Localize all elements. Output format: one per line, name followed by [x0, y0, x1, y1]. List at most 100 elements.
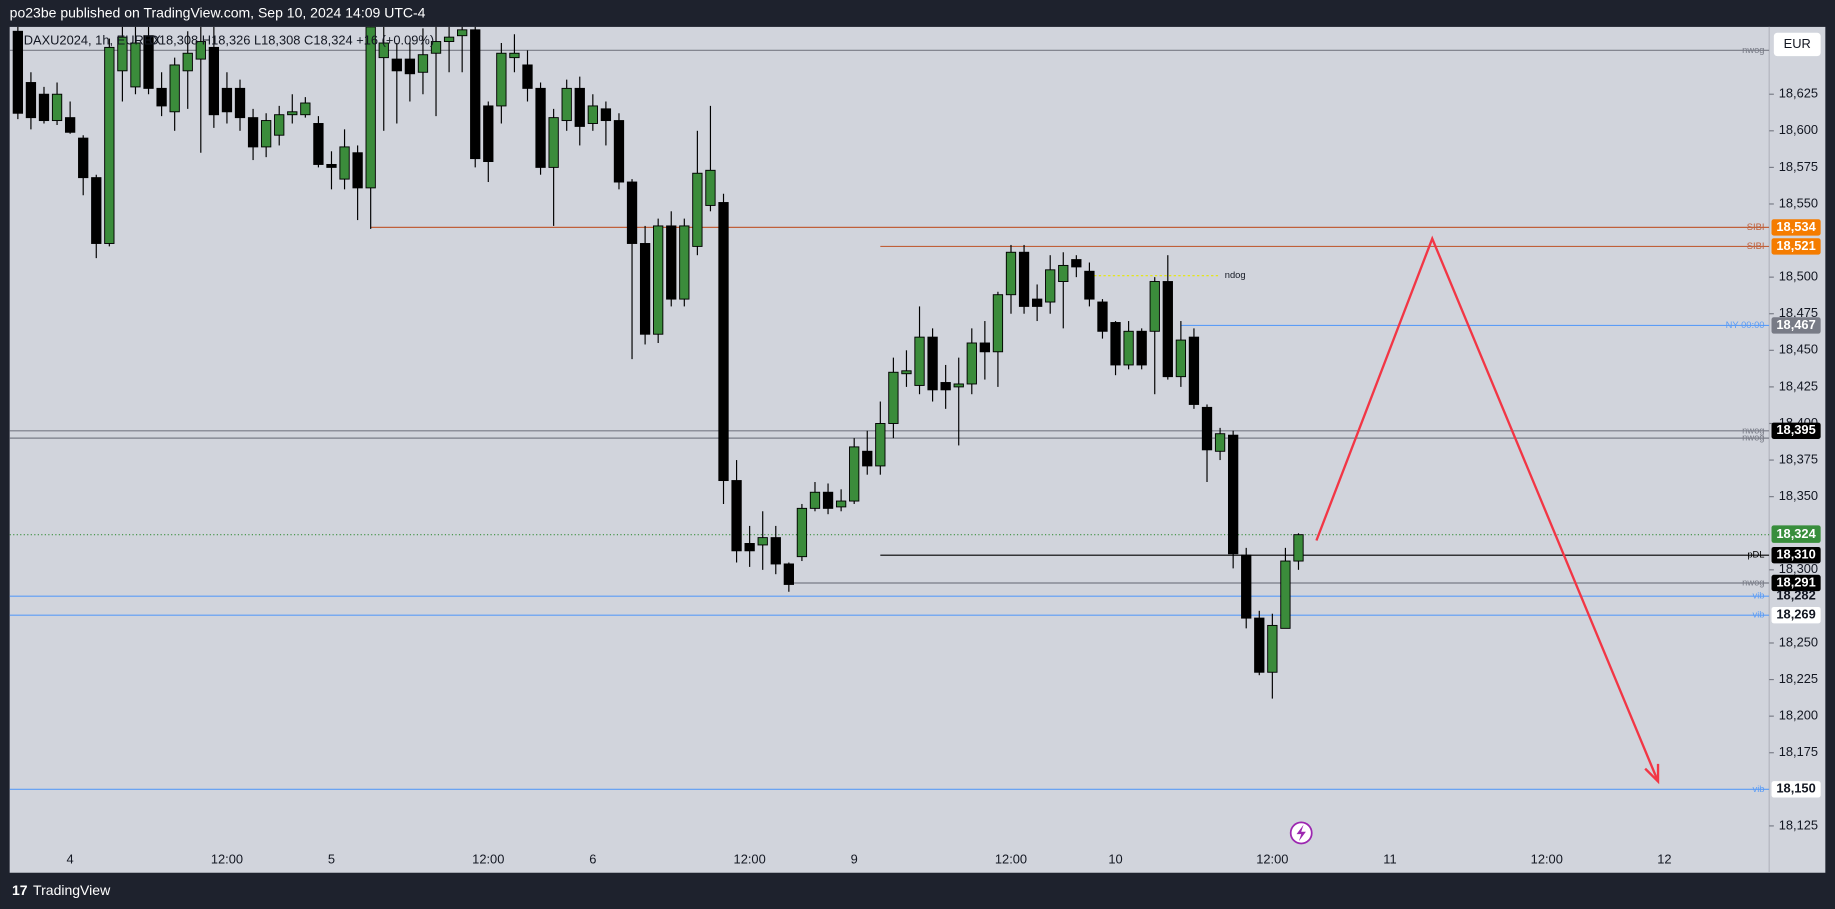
y-tick-label: 18,350 — [1779, 488, 1818, 503]
candle-body — [104, 46, 115, 244]
candle-body — [796, 507, 808, 558]
candle-body — [744, 543, 755, 552]
candle-body — [849, 446, 860, 502]
candle-body — [600, 108, 612, 122]
x-tick-label: 4 — [67, 851, 74, 866]
price-box — [1771, 238, 1821, 255]
candle-body — [496, 52, 507, 107]
x-tick-label: 12:00 — [472, 851, 504, 866]
candle-body — [783, 563, 794, 585]
x-tick-label: 12:00 — [995, 851, 1027, 866]
candle-body — [992, 294, 1004, 353]
symbol-label: DAXU2024, 1h, EUREX — [24, 32, 162, 47]
currency-button[interactable] — [1773, 32, 1821, 57]
price-box-label: 18,291 — [1776, 574, 1815, 589]
x-tick-label: 12:00 — [734, 851, 766, 866]
x-tick-label: 10 — [1108, 851, 1122, 866]
candle-body — [247, 117, 259, 148]
candle-body — [1149, 281, 1160, 332]
price-box-label: 18,534 — [1776, 219, 1816, 234]
candle-body — [391, 58, 402, 72]
y-tick-label: 18,600 — [1779, 122, 1818, 137]
price-box — [1771, 317, 1821, 334]
level-label: SIBI — [1747, 241, 1765, 251]
candle-body — [927, 336, 938, 391]
x-tick-label: 11 — [1383, 851, 1396, 866]
level-label: nwog — [1742, 45, 1764, 55]
candle-body — [1097, 301, 1108, 332]
price-box-label: 18,310 — [1776, 547, 1815, 562]
candle-body — [234, 87, 246, 119]
level-label: pDL — [1747, 550, 1764, 560]
candle-body — [901, 370, 912, 375]
event-icon-bolt — [1296, 824, 1306, 842]
candle-body — [548, 117, 559, 168]
price-box — [1771, 574, 1821, 592]
price-box-label: 18,521 — [1776, 238, 1815, 253]
candle-body — [117, 36, 128, 72]
x-tick-label: 6 — [589, 851, 596, 866]
candle-body — [430, 41, 442, 54]
candle-body — [966, 342, 977, 385]
level-label: nwog — [1742, 425, 1764, 435]
candle-body — [574, 87, 585, 127]
level-label: vib — [1753, 610, 1765, 620]
candle-body — [378, 42, 389, 59]
candle-body — [38, 93, 50, 122]
candle-body — [91, 177, 102, 244]
candle-body — [1175, 339, 1187, 378]
candle-body — [888, 371, 899, 424]
candle-body — [1031, 298, 1043, 307]
candle-body — [208, 46, 220, 116]
level-label: nwog — [1742, 577, 1764, 587]
candle-body — [51, 93, 63, 122]
candle-body — [757, 537, 768, 546]
y-tick-label: 18,375 — [1779, 451, 1818, 466]
candle-body — [313, 123, 324, 165]
x-tick-label: 12:00 — [211, 851, 243, 866]
candle-body — [417, 54, 429, 73]
candle-body — [1254, 617, 1265, 673]
y-tick-label: 18,550 — [1779, 195, 1818, 210]
y-tick-label: 18,575 — [1779, 159, 1818, 174]
candle-body — [1005, 251, 1017, 296]
candle-body — [143, 35, 154, 89]
candle-body — [443, 36, 455, 43]
y-tick-label: 18,200 — [1779, 708, 1818, 723]
candle-body — [470, 29, 481, 160]
level-label: vib — [1753, 591, 1765, 601]
ohlc-label: O18,308 H18,326 L18,308 C18,324 +16 (+0.… — [149, 32, 434, 47]
candle-body — [1293, 534, 1304, 562]
candle-body — [822, 491, 834, 509]
candle-body — [666, 225, 677, 300]
candle-body — [587, 105, 598, 124]
y-tick-label: 18,175 — [1779, 744, 1818, 759]
price-box — [1771, 219, 1821, 236]
candle-body — [1227, 434, 1239, 555]
price-box — [1771, 525, 1821, 543]
y-tick-label: 18,225 — [1779, 671, 1818, 686]
price-box — [1771, 781, 1821, 798]
candle-body — [561, 87, 572, 122]
candle-body — [221, 87, 233, 113]
candle-body — [1084, 270, 1095, 300]
candle-body — [1214, 433, 1226, 452]
candle-body — [1018, 251, 1030, 307]
candle-body — [130, 42, 141, 88]
candle-body — [326, 163, 337, 168]
price-box-label: 18,324 — [1776, 526, 1816, 541]
candle-body — [875, 423, 886, 467]
price-box — [1771, 422, 1821, 439]
candle-body — [404, 58, 416, 75]
candle-body — [169, 64, 180, 113]
price-box-label: 18,395 — [1776, 422, 1815, 437]
candle-body — [731, 480, 742, 552]
candle-body — [1162, 281, 1173, 378]
y-tick-label: 18,125 — [1779, 817, 1818, 832]
y-tick-label: 18,450 — [1779, 342, 1818, 357]
candle-body — [1136, 330, 1147, 366]
candle-body — [613, 120, 625, 183]
candle-body — [156, 87, 167, 107]
drawing-path — [1315, 235, 1660, 782]
candle-body — [260, 120, 272, 148]
